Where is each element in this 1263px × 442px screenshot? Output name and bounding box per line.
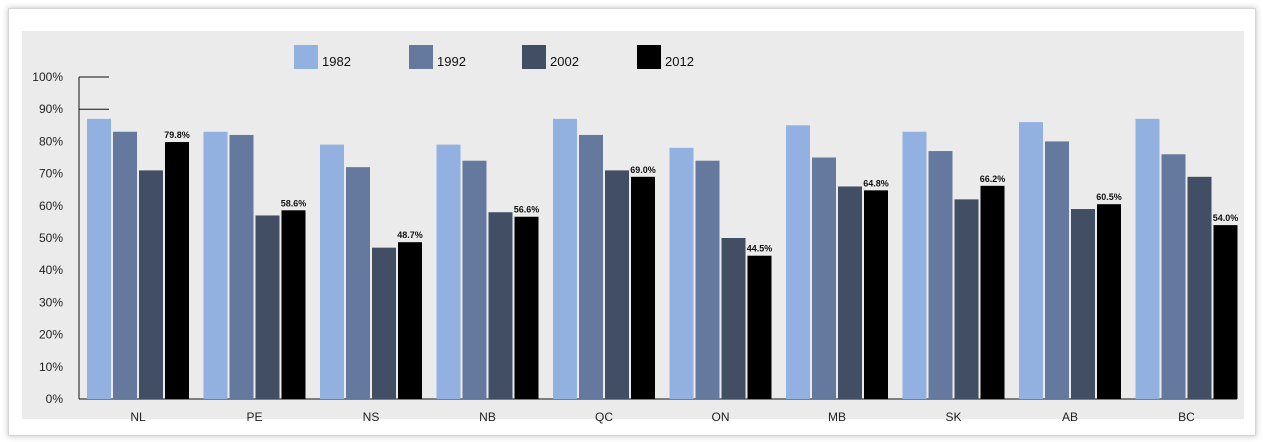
y-tick-label: 70%	[39, 167, 63, 181]
bar	[462, 160, 487, 399]
bar	[1019, 122, 1043, 399]
bar	[605, 170, 629, 399]
bar	[669, 147, 694, 399]
data-label: 64.8%	[863, 178, 889, 188]
legend-swatch	[409, 45, 433, 69]
bar	[1187, 176, 1212, 399]
bar	[398, 242, 422, 399]
legend: 1982 1992 2002 2012	[294, 45, 694, 69]
bar	[1161, 154, 1186, 399]
legend-item: 2012	[637, 45, 694, 69]
category-label: SK	[945, 410, 961, 424]
legend-label: 1992	[437, 54, 466, 69]
bar	[488, 212, 513, 399]
y-tick-label: 100%	[32, 70, 63, 84]
bar	[203, 131, 228, 399]
category-labels: NL PE NS NB QC ON MB SK AB BC	[130, 410, 1195, 424]
legend-swatch	[522, 45, 546, 69]
y-tick-label: 0%	[46, 392, 64, 406]
category-label: ON	[712, 410, 730, 424]
y-tick-label: 10%	[39, 360, 63, 374]
data-label: 44.5%	[747, 244, 773, 254]
y-tick-label: 60%	[39, 199, 63, 213]
bar	[928, 151, 953, 399]
bar	[436, 144, 461, 399]
bar	[553, 118, 577, 400]
bar-chart: 0%10%20%30%40%50%60%70%80%90%100% 1982 19…	[22, 31, 1244, 424]
bar	[954, 199, 979, 399]
bar	[786, 125, 810, 400]
bar	[1045, 141, 1069, 399]
legend-label: 1982	[322, 54, 351, 69]
legend-label: 2012	[665, 54, 694, 69]
legend-swatch	[294, 45, 318, 69]
y-tick-label: 20%	[39, 328, 63, 342]
category-label: QC	[595, 410, 613, 424]
bar	[579, 134, 603, 399]
bar	[747, 255, 772, 399]
bar	[255, 215, 280, 399]
legend-swatch	[637, 45, 661, 69]
y-tick-label: 90%	[39, 102, 63, 116]
bar	[87, 118, 111, 400]
bar	[721, 238, 746, 399]
bar	[346, 167, 370, 399]
legend-label: 2002	[550, 54, 579, 69]
y-tick-label: 30%	[39, 295, 63, 309]
data-label: 60.5%	[1096, 192, 1122, 202]
bar	[372, 247, 396, 399]
bar	[514, 216, 539, 399]
bar	[1213, 225, 1238, 399]
category-label: BC	[1178, 410, 1195, 424]
data-label: 56.6%	[514, 205, 540, 215]
data-label: 48.7%	[397, 230, 423, 240]
category-label: AB	[1062, 410, 1078, 424]
bar	[139, 170, 163, 399]
bar	[1135, 118, 1160, 400]
bar	[902, 131, 927, 399]
data-label: 79.8%	[164, 130, 190, 140]
data-label: 66.2%	[980, 174, 1006, 184]
y-tick-label: 40%	[39, 263, 63, 277]
legend-item: 1982	[294, 45, 351, 69]
bar	[165, 142, 189, 399]
bar	[980, 185, 1005, 399]
bar	[281, 210, 306, 399]
chart-frame: 0% 10% 20% 30% 40% 50% 60% 70% 80% 90% 100% 1982 19…	[8, 8, 1256, 436]
data-label: 58.6%	[281, 198, 307, 208]
category-label: NB	[479, 410, 496, 424]
bar	[1097, 204, 1121, 399]
bar	[695, 160, 720, 399]
bar	[1071, 209, 1095, 399]
bar	[113, 131, 137, 399]
bar	[320, 144, 344, 399]
bar	[812, 157, 836, 399]
y-tick-label: 80%	[39, 134, 63, 148]
bar	[631, 176, 655, 399]
y-tick-label: 50%	[39, 231, 63, 245]
bar	[229, 134, 254, 399]
bar	[864, 190, 888, 399]
category-label: NS	[363, 410, 380, 424]
data-label: 54.0%	[1213, 213, 1239, 223]
legend-item: 2002	[522, 45, 579, 69]
bars: 79.8% 58.6% 48.7% 56.6% 69.0% 44.5% 64.8% 66.2%…	[87, 118, 1239, 400]
category-label: NL	[130, 410, 146, 424]
category-label: PE	[246, 410, 262, 424]
legend-item: 1992	[409, 45, 466, 69]
bar	[838, 186, 862, 399]
category-label: MB	[828, 410, 846, 424]
data-label: 69.0%	[630, 165, 656, 175]
